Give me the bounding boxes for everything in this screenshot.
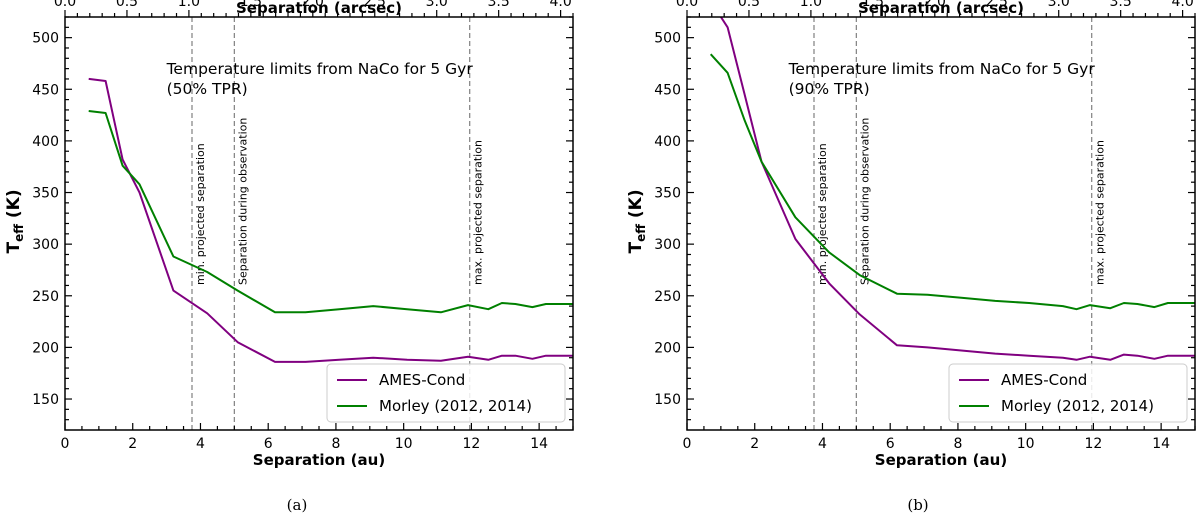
x-tick-label: 12 [1084,436,1102,452]
y-tick-label: 150 [32,392,59,408]
x2-tick-label: 3.0 [426,0,448,10]
x2-tick-label: 2.5 [986,0,1008,10]
legend-label-ames-cond: AMES-Cond [379,371,465,389]
series-line-ames-cond [88,77,573,363]
x2-tick-label: 0.5 [738,0,760,10]
legend-label-ames-cond: AMES-Cond [1001,371,1087,389]
x-tick-label: 8 [331,436,340,452]
x2-tick-label: 0.5 [116,0,138,10]
y-tick-label: 300 [32,237,59,253]
legend-label-morley: Morley (2012, 2014) [379,397,532,415]
x-tick-label: 12 [462,436,480,452]
legend-label-morley: Morley (2012, 2014) [1001,397,1154,415]
x2-tick-label: 2.0 [302,0,324,10]
y-tick-label: 500 [32,31,59,47]
x2-tick-label: 1.5 [240,0,262,10]
y-tick-label: 350 [32,186,59,202]
vline-label-2: Separation during observation [236,118,249,285]
series-line-morley [88,110,573,314]
annotation-title: Temperature limits from NaCo for 5 Gyr [166,60,474,78]
vline-label-1: min. projected separation [194,143,207,285]
y-axis-label: Teff (K) [626,189,648,253]
legend-box [948,363,1188,423]
x-tick-label: 0 [61,436,70,452]
x-tick-label: 14 [1152,436,1170,452]
series-line-ames-cond [720,17,1195,361]
y-tick-label: 400 [32,134,59,150]
y-tick-label: 400 [654,134,681,150]
x-axis-label: Separation (au) [875,451,1007,469]
x2-tick-label: 3.5 [1110,0,1132,10]
panel-letter-b: (b) [907,496,928,514]
vline-label-1: min. projected separation [816,143,829,285]
x-tick-label: 10 [395,436,413,452]
vline-label-3: max. projected separation [1094,140,1107,285]
panel-letter-a: (a) [287,496,308,514]
x-tick-label: 0 [683,436,692,452]
x2-axis-label: Separation (arcsec) [858,0,1024,17]
x-tick-label: 10 [1017,436,1035,452]
y-tick-label: 250 [654,289,681,305]
x2-tick-label: 2.5 [364,0,386,10]
y-tick-label: 450 [654,82,681,98]
annotation-title: Temperature limits from NaCo for 5 Gyr [788,60,1096,78]
legend-box [326,363,566,423]
x-tick-label: 8 [953,436,962,452]
panel-a: min. projected separation Separation duri… [4,0,574,469]
y-axis-label-sub: eff [634,224,648,242]
y-tick-label: 200 [32,340,59,356]
x-tick-label: 4 [196,436,205,452]
y-axis-label-main: T [4,242,24,254]
y-axis-label-sub: eff [12,224,26,242]
x2-tick-label: 2.0 [924,0,946,10]
x-tick-label: 6 [264,436,273,452]
x2-tick-label: 3.5 [488,0,510,10]
x2-tick-label: 3.0 [1048,0,1070,10]
vline-label-3: max. projected separation [472,140,485,285]
annotation-tpr: (90% TPR) [789,80,870,98]
x-tick-label: 2 [750,436,759,452]
y-tick-label: 300 [654,237,681,253]
x2-tick-label: 4.0 [1171,0,1193,10]
x2-tick-label: 1.0 [800,0,822,10]
series-line-morley [709,53,1195,311]
x2-tick-label: 1.5 [862,0,884,10]
x-axis-label: Separation (au) [253,451,385,469]
x2-tick-label: 0.0 [54,0,76,10]
y-axis-label: Teff (K) [4,189,26,253]
x-tick-label: 6 [886,436,895,452]
y-axis-label-unit: (K) [4,189,24,224]
y-tick-label: 350 [654,186,681,202]
annotation-tpr: (50% TPR) [167,80,248,98]
y-axis-label-main: T [626,242,646,254]
x2-axis-label: Separation (arcsec) [236,0,402,17]
x2-tick-label: 4.0 [549,0,571,10]
y-tick-label: 450 [32,82,59,98]
y-tick-label: 200 [654,340,681,356]
y-tick-label: 150 [654,392,681,408]
panel-b: min. projected separation Separation duri… [626,0,1196,469]
x-tick-label: 14 [530,436,548,452]
y-axis-label-unit: (K) [626,189,646,224]
x-tick-label: 4 [818,436,827,452]
vline-label-2: Separation during observation [858,118,871,285]
x2-tick-label: 0.0 [676,0,698,10]
y-tick-label: 250 [32,289,59,305]
x2-tick-label: 1.0 [178,0,200,10]
x-tick-label: 2 [128,436,137,452]
y-tick-label: 500 [654,31,681,47]
